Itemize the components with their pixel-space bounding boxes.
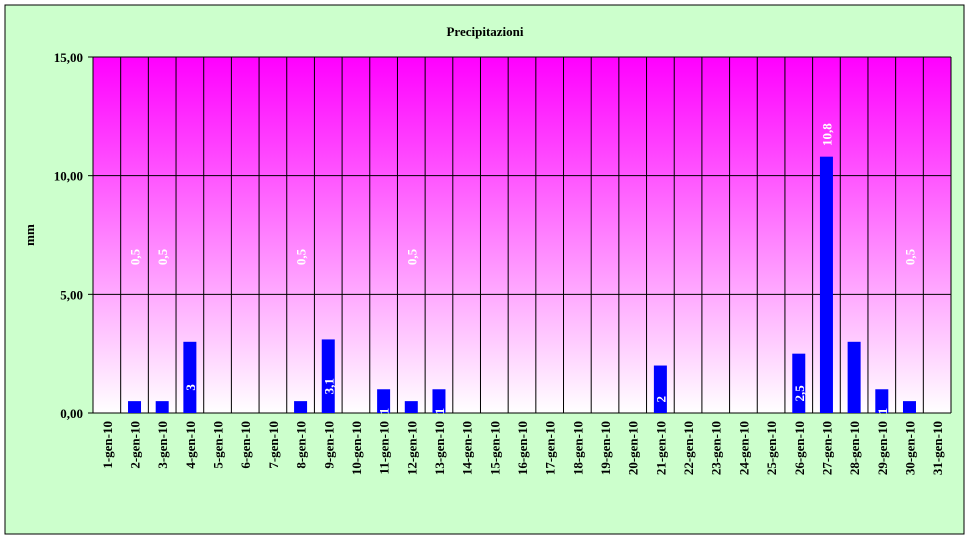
value-label: 0,5 [128, 248, 143, 265]
bar [404, 401, 418, 413]
value-label: 3 [183, 384, 198, 391]
x-tick-label: 17-gen-10 [543, 421, 558, 475]
x-tick-label: 27-gen-10 [819, 421, 834, 475]
value-label: 1 [377, 408, 392, 415]
x-tick-label: 3-gen-10 [155, 421, 170, 469]
x-tick-label: 22-gen-10 [681, 421, 696, 475]
x-tick-label: 19-gen-10 [598, 421, 613, 475]
value-label: 2,5 [792, 385, 807, 402]
value-label: 0,5 [294, 248, 309, 265]
bar [321, 339, 335, 413]
y-tick-label: 15,00 [54, 50, 83, 65]
x-tick-label: 13-gen-10 [432, 421, 447, 475]
bar [183, 341, 197, 413]
x-tick-label: 24-gen-10 [736, 421, 751, 475]
x-tick-label: 16-gen-10 [515, 421, 530, 475]
bar [155, 401, 169, 413]
value-label: 0,5 [902, 248, 917, 265]
value-label: 1 [875, 408, 890, 415]
x-tick-label: 1-gen-10 [100, 421, 115, 469]
x-tick-label: 9-gen-10 [321, 421, 336, 469]
chart-title: Precipitazioni [446, 24, 523, 39]
x-tick-label: 31-gen-10 [930, 421, 945, 475]
x-tick-label: 11-gen-10 [377, 421, 392, 474]
bar [819, 156, 833, 413]
x-tick-label: 6-gen-10 [238, 421, 253, 469]
x-tick-label: 12-gen-10 [404, 421, 419, 475]
bar [128, 401, 142, 413]
y-tick-label: 5,00 [60, 287, 83, 302]
x-tick-label: 10-gen-10 [349, 421, 364, 475]
x-tick-label: 15-gen-10 [487, 421, 502, 475]
x-tick-label: 25-gen-10 [764, 421, 779, 475]
x-tick-label: 26-gen-10 [792, 421, 807, 475]
x-tick-label: 2-gen-10 [128, 421, 143, 469]
x-tick-label: 14-gen-10 [460, 421, 475, 475]
y-tick-label: 0,00 [60, 406, 83, 421]
x-tick-label: 7-gen-10 [266, 421, 281, 469]
x-tick-label: 30-gen-10 [902, 421, 917, 475]
bar [377, 389, 391, 413]
plot-area [93, 57, 951, 413]
x-tick-label: 23-gen-10 [709, 421, 724, 475]
y-tick-label: 10,00 [54, 169, 83, 184]
bar [847, 341, 861, 413]
value-label: 0,5 [404, 248, 419, 265]
y-axis-label: mm [22, 224, 37, 246]
bar [902, 401, 916, 413]
x-tick-label: 28-gen-10 [847, 421, 862, 475]
x-tick-label: 29-gen-10 [875, 421, 890, 475]
bar [432, 389, 446, 413]
x-tick-label: 21-gen-10 [653, 421, 668, 475]
x-tick-label: 18-gen-10 [570, 421, 585, 475]
bar [792, 353, 806, 413]
x-tick-label: 20-gen-10 [626, 421, 641, 475]
bar [294, 401, 308, 413]
bar [875, 389, 889, 413]
value-label: 1 [432, 408, 447, 415]
x-tick-label: 4-gen-10 [183, 421, 198, 469]
value-label: 2 [653, 396, 668, 403]
bar [653, 365, 667, 413]
value-label: 3,1 [321, 378, 336, 394]
value-label: 10,8 [819, 123, 834, 146]
x-tick-label: 8-gen-10 [294, 421, 309, 469]
x-tick-label: 5-gen-10 [211, 421, 226, 469]
value-label: 0,5 [155, 248, 170, 265]
